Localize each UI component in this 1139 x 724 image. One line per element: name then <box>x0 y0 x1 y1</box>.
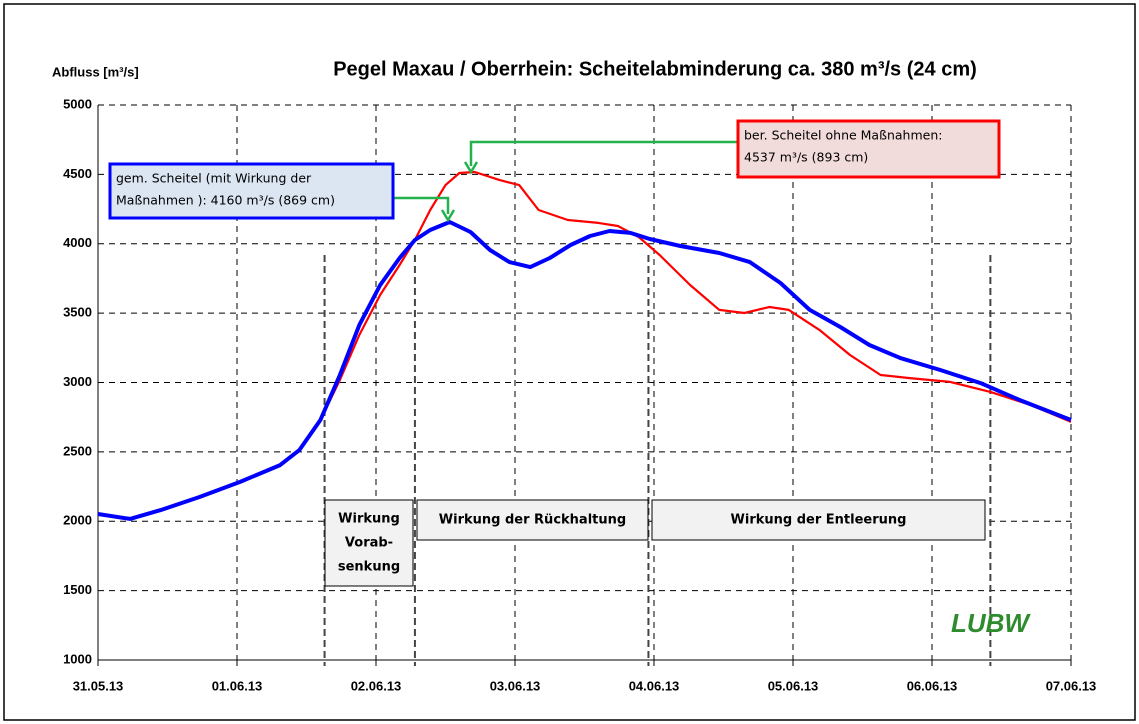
x-tick-label: 06.06.13 <box>907 678 958 693</box>
frame <box>3 3 1136 721</box>
phase-box <box>651 499 986 541</box>
x-tick-label: 03.06.13 <box>490 678 541 693</box>
phase-box <box>416 499 649 541</box>
series-line <box>97 170 1072 520</box>
arrow-head <box>463 161 479 175</box>
y-tick-label: 3500 <box>63 305 92 320</box>
x-tick-label: 02.06.13 <box>351 678 402 693</box>
x-tick-label: 04.06.13 <box>629 678 680 693</box>
annotation-box <box>108 162 395 220</box>
logo: LUBW <box>951 608 1031 638</box>
x-tick-label: 07.06.13 <box>1046 678 1097 693</box>
phase-label: Vorab- <box>345 536 393 551</box>
annotation-box <box>736 119 1001 179</box>
phase-label: Wirkung der Entleerung <box>731 513 907 528</box>
annotation-text: ber. Scheitel ohne Maßnahmen: <box>744 128 942 143</box>
annotation-text: gem. Scheitel (mit Wirkung der <box>116 171 312 186</box>
y-tick-label: 2500 <box>63 443 92 458</box>
phase-box <box>324 499 414 587</box>
x-tick-label: 31.05.13 <box>73 678 124 693</box>
y-tick-label: 1000 <box>63 651 92 666</box>
arrow <box>393 196 450 214</box>
arrow <box>469 140 738 166</box>
x-tick-label: 01.06.13 <box>212 678 263 693</box>
phase-label: Wirkung <box>338 512 400 527</box>
phase-label: senkung <box>338 560 400 575</box>
y-tick-label: 3000 <box>63 374 92 389</box>
phase-label: Wirkung der Rückhaltung <box>439 513 626 528</box>
y-tick-label: 2000 <box>63 513 92 528</box>
series-line <box>97 220 1072 521</box>
arrow-head <box>440 209 456 223</box>
y-tick-label: 1500 <box>63 582 92 597</box>
annotation-text: 4537 m³/s (893 cm) <box>744 150 868 165</box>
y-tick-label: 4500 <box>63 166 92 181</box>
x-tick-label: 05.06.13 <box>768 678 819 693</box>
y-tick-label: 4000 <box>63 235 92 250</box>
chart-title: Pegel Maxau / Oberrhein: Scheitelabminde… <box>333 58 977 80</box>
y-tick-label: 5000 <box>63 96 92 111</box>
y-axis-label: Abfluss [m³/s] <box>52 64 139 79</box>
annotation-text: Maßnahmen ): 4160 m³/s (869 cm) <box>116 193 335 208</box>
